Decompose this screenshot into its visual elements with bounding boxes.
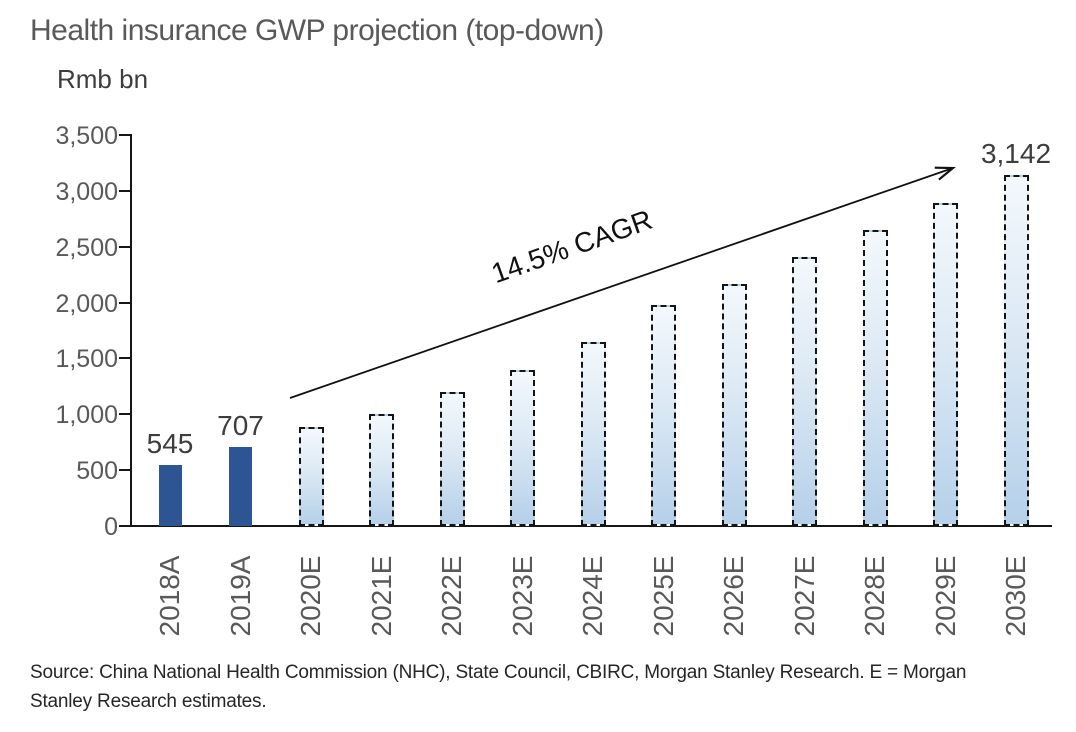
bar-2028E	[862, 229, 888, 526]
cagr-annotation-label: 14.5% CAGR	[487, 203, 657, 290]
y-axis-tick-label: 1,000	[55, 401, 118, 430]
x-axis	[130, 525, 1052, 527]
x-axis-label-2025E: 2025E	[647, 555, 679, 637]
chart-title: Health insurance GWP projection (top-dow…	[30, 14, 604, 47]
x-axis-label-2019A: 2019A	[224, 555, 256, 637]
bar-2019A	[229, 447, 252, 526]
y-axis-tick-label: 3,500	[55, 122, 118, 150]
bar-2020E	[298, 426, 324, 526]
y-axis-tick-label: 2,500	[55, 233, 118, 262]
x-axis-label-2018A: 2018A	[154, 555, 185, 637]
x-axis-label-2020E: 2020E	[295, 555, 326, 637]
data-label-2030E: 3,142	[980, 137, 1052, 169]
x-axis-label-2024E: 2024E	[577, 555, 608, 637]
trend-arrow-line	[289, 168, 953, 399]
y-axis-tick-label: 0	[104, 513, 118, 541]
x-axis-label-2029E: 2029E	[929, 555, 961, 637]
x-axis-label-2021E: 2021E	[365, 555, 397, 637]
x-axis-label-2026E: 2026E	[718, 555, 749, 637]
source-note: Source: China National Health Commission…	[30, 662, 967, 712]
bar-2026E	[721, 283, 747, 526]
y-axis-tick	[119, 134, 131, 136]
bar-2029E	[933, 203, 958, 526]
y-axis-tick-label: 1,500	[55, 345, 118, 374]
y-axis-tick-label: 3,000	[55, 177, 118, 206]
y-axis-tick	[119, 189, 131, 192]
bar-2025E	[651, 304, 676, 526]
data-label-2018A: 545	[146, 428, 194, 460]
x-axis-label-2023E: 2023E	[506, 555, 538, 637]
bar-2024E	[580, 341, 606, 526]
y-axis-tick-label: 2,000	[55, 289, 118, 318]
y-axis	[130, 134, 132, 527]
x-axis-label-2030E: 2030E	[1000, 555, 1031, 637]
x-axis-label-2022E: 2022E	[436, 555, 467, 637]
bar-2027E	[792, 256, 817, 526]
bar-2021E	[369, 414, 394, 526]
x-axis-label-2027E: 2027E	[788, 555, 820, 637]
y-axis-tick	[119, 469, 131, 472]
bar-2018A	[158, 465, 182, 526]
y-axis-unit-label: Rmb bn	[57, 64, 149, 94]
y-axis-tick	[119, 413, 131, 416]
x-axis-label-2028E: 2028E	[859, 555, 890, 637]
y-axis-tick	[119, 245, 131, 248]
bar-2030E	[1003, 174, 1029, 526]
y-axis-tick	[119, 301, 131, 304]
data-label-2019A: 707	[217, 410, 264, 442]
y-axis-tick	[119, 525, 131, 527]
y-axis-tick	[119, 357, 131, 360]
bar-2022E	[439, 391, 465, 526]
y-axis-tick-label: 500	[76, 457, 118, 486]
bar-2023E	[510, 369, 535, 526]
